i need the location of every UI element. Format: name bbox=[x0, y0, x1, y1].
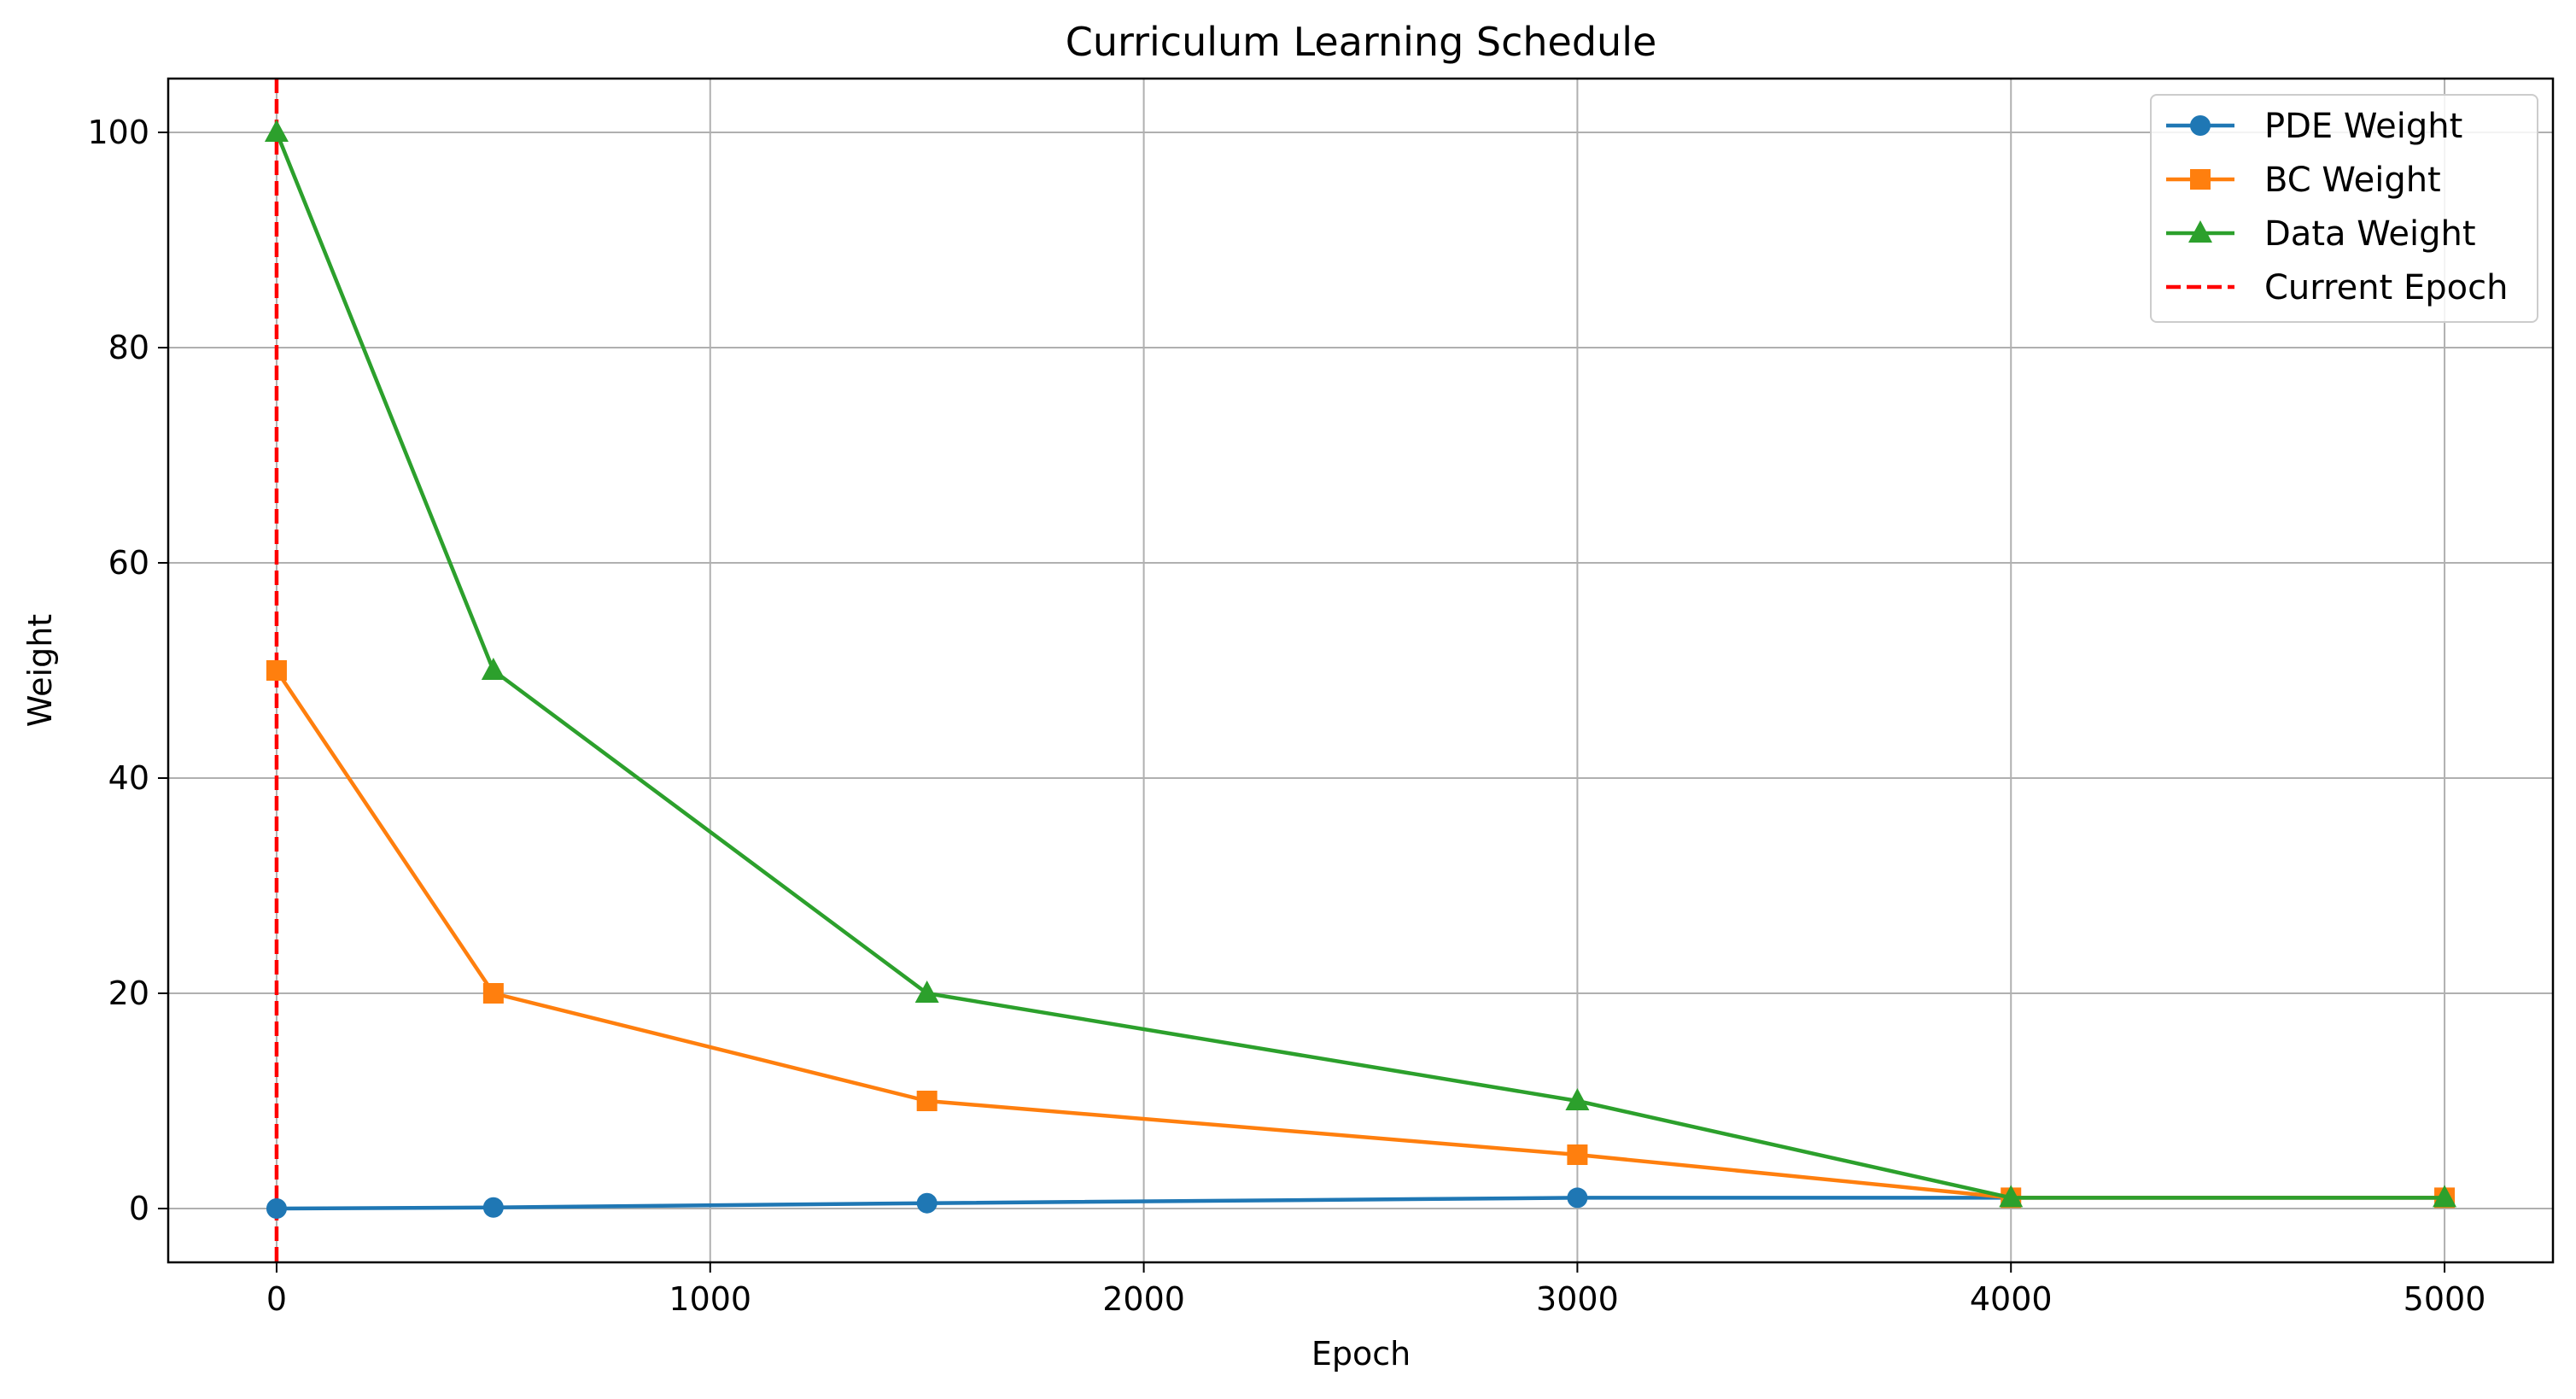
series-layer bbox=[264, 120, 2457, 1219]
legend: PDE Weight BC Weight Data Weight Current Ep… bbox=[2150, 94, 2538, 323]
y-tick-label: 60 bbox=[108, 544, 149, 582]
pde-weight-point bbox=[916, 1192, 938, 1214]
data-weight-point bbox=[1565, 1088, 1590, 1110]
x-tick-label: 0 bbox=[266, 1280, 287, 1318]
legend-label-pde-weight: PDE Weight bbox=[2264, 107, 2462, 146]
pde-weight-point bbox=[1567, 1187, 1588, 1209]
bc-weight-point bbox=[1567, 1144, 1588, 1165]
data-weight-point bbox=[914, 980, 939, 1003]
x-tick-label: 2000 bbox=[1102, 1280, 1185, 1318]
y-tick-label: 0 bbox=[129, 1190, 149, 1227]
y-tick-label: 20 bbox=[108, 975, 149, 1012]
y-axis-title: Weight bbox=[21, 614, 59, 727]
legend-marker-bc-weight bbox=[2190, 169, 2211, 190]
legend-marker-pde-weight bbox=[2190, 115, 2211, 136]
y-tick-label: 40 bbox=[108, 759, 149, 797]
x-tick-label: 3000 bbox=[1536, 1280, 1619, 1318]
legend-label-current-epoch: Current Epoch bbox=[2264, 268, 2508, 307]
y-axis: 0 20 40 60 80 100 bbox=[87, 114, 168, 1227]
data-weight-point bbox=[264, 120, 289, 142]
pde-weight-point bbox=[266, 1198, 287, 1219]
legend-frame bbox=[2150, 94, 2538, 323]
x-tick-label: 1000 bbox=[669, 1280, 751, 1318]
plot-frame bbox=[166, 77, 2555, 1264]
legend-label-bc-weight: BC Weight bbox=[2264, 161, 2441, 200]
grid bbox=[168, 79, 2553, 1262]
data-weight-line bbox=[274, 132, 2445, 1200]
chart-title: Curriculum Learning Schedule bbox=[1066, 19, 1657, 65]
data-weight-point bbox=[481, 658, 505, 680]
legend-marker-data-weight bbox=[2188, 220, 2212, 243]
bc-weight-point bbox=[266, 660, 287, 681]
bc-weight-point bbox=[916, 1091, 938, 1111]
pde-weight-point bbox=[482, 1197, 504, 1218]
x-axis: 0 1000 2000 3000 4000 5000 bbox=[266, 1262, 2486, 1318]
x-tick-label: 4000 bbox=[1970, 1280, 2053, 1318]
legend-label-data-weight: Data Weight bbox=[2264, 214, 2476, 254]
x-tick-label: 5000 bbox=[2404, 1280, 2486, 1318]
bc-weight-point bbox=[482, 983, 504, 1004]
y-tick-label: 80 bbox=[108, 329, 149, 366]
y-tick-label: 100 bbox=[87, 114, 149, 151]
data-weight-point bbox=[1999, 1185, 2024, 1208]
data-weight-point bbox=[2433, 1185, 2457, 1208]
x-axis-title: Epoch bbox=[1311, 1335, 1411, 1373]
data-weight-series bbox=[264, 120, 2457, 1208]
